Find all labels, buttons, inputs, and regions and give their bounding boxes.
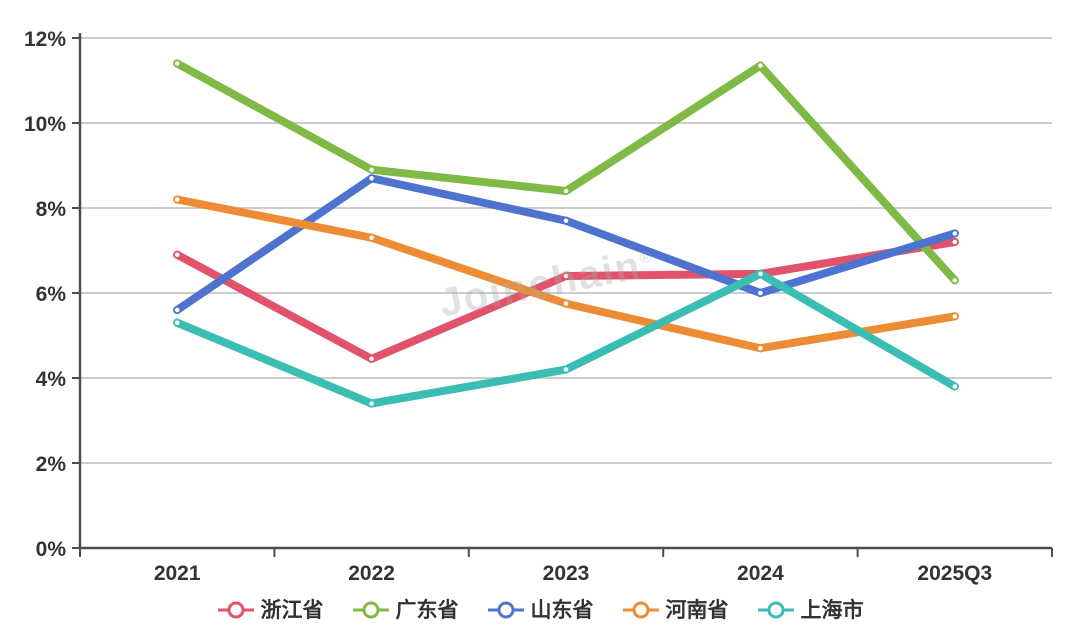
data-point-shanghai-2024[interactable] <box>756 269 765 278</box>
data-point-henan-2024[interactable] <box>756 344 765 353</box>
legend-item-shanghai[interactable]: 上海市 <box>757 600 864 621</box>
data-point-guangdong-2024[interactable] <box>756 61 765 70</box>
data-point-guangdong-2021[interactable] <box>173 59 182 68</box>
data-point-henan-2021[interactable] <box>173 195 182 204</box>
legend-label-henan: 河南省 <box>665 598 729 622</box>
legend-marker-circle <box>497 601 514 619</box>
data-point-shanghai-2021[interactable] <box>173 318 182 327</box>
data-point-shandong-2023[interactable] <box>561 216 571 225</box>
series-lines <box>173 59 959 408</box>
data-point-zhejiang-2021[interactable] <box>173 250 182 259</box>
legend-marker-circle <box>362 601 379 619</box>
data-point-shanghai-2023[interactable] <box>561 365 571 374</box>
legend-marker-icon <box>352 601 389 619</box>
y-axis-label-12: 12% <box>24 28 66 51</box>
y-axis-label-4: 4% <box>36 368 67 391</box>
axes <box>72 33 1053 557</box>
data-point-henan-2025Q3[interactable] <box>950 312 959 321</box>
legend-label-shanghai: 上海市 <box>800 598 864 622</box>
legend-marker-icon <box>757 601 794 619</box>
x-axis-label-2021: 2021 <box>154 562 201 585</box>
data-point-zhejiang-2023[interactable] <box>561 271 571 281</box>
y-axis-label-10: 10% <box>24 113 66 136</box>
legend-marker-circle <box>767 601 784 619</box>
legend-label-zhejiang: 浙江省 <box>260 598 324 622</box>
legend-label-shandong: 山东省 <box>530 598 594 622</box>
y-axis-label-2: 2% <box>36 453 67 476</box>
y-axis-label-0: 0% <box>36 538 67 561</box>
data-point-henan-2023[interactable] <box>561 299 571 308</box>
y-axis-label-8: 8% <box>36 198 67 221</box>
data-point-shandong-2025Q3[interactable] <box>950 229 959 238</box>
data-point-guangdong-2023[interactable] <box>561 186 571 196</box>
x-axis-label-2022: 2022 <box>348 562 395 585</box>
x-axis-label-2025Q3: 2025Q3 <box>917 562 992 585</box>
legend-marker-circle <box>632 601 649 619</box>
x-axis-label-2024: 2024 <box>737 562 784 585</box>
legend: 浙江省 广东省 山东省 河南省 上海市 <box>0 590 1080 630</box>
legend-item-shandong[interactable]: 山东省 <box>487 600 594 621</box>
series-line-shandong[interactable] <box>173 174 959 314</box>
y-axis-label-6: 6% <box>36 283 67 306</box>
legend-label-guangdong: 广东省 <box>395 598 459 622</box>
legend-item-zhejiang[interactable]: 浙江省 <box>217 600 324 621</box>
legend-marker-icon <box>622 601 659 619</box>
data-point-shanghai-2025Q3[interactable] <box>950 382 959 391</box>
data-point-shanghai-2022[interactable] <box>367 399 376 408</box>
legend-marker-icon <box>487 601 524 619</box>
data-point-guangdong-2025Q3[interactable] <box>950 276 959 285</box>
legend-marker-circle <box>227 601 244 619</box>
data-point-shandong-2022[interactable] <box>367 174 376 183</box>
data-point-shandong-2021[interactable] <box>173 305 182 315</box>
legend-item-henan[interactable]: 河南省 <box>622 600 729 621</box>
series-line-guangdong[interactable] <box>173 59 959 285</box>
data-point-henan-2022[interactable] <box>367 233 376 242</box>
axis-labels: 0% 2% 4% 6% 8% 10% 12% 2021 2022 2023 2024 2025Q3 <box>24 28 992 585</box>
legend-item-guangdong[interactable]: 广东省 <box>352 600 459 621</box>
data-point-zhejiang-2022[interactable] <box>367 354 376 363</box>
plot-area: 0% 2% 4% 6% 8% 10% 12% 2021 2022 2023 2024 2025Q3 <box>24 28 1053 585</box>
legend-marker-icon <box>217 601 254 619</box>
x-axis-label-2023: 2023 <box>543 562 590 585</box>
data-point-shandong-2024[interactable] <box>756 288 765 298</box>
data-point-guangdong-2022[interactable] <box>367 165 376 174</box>
data-point-zhejiang-2025Q3[interactable] <box>950 237 959 247</box>
